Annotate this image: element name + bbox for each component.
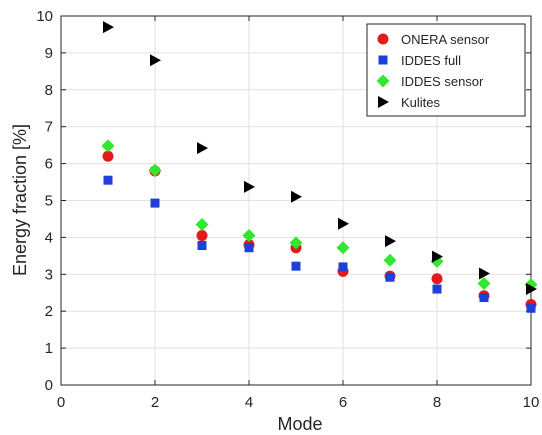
y-tick-label: 8	[45, 82, 53, 99]
series-onera-sensor	[102, 150, 537, 311]
data-point	[148, 163, 162, 177]
data-point	[479, 267, 490, 280]
data-point	[103, 175, 113, 185]
data-point	[385, 235, 396, 248]
data-point	[244, 243, 254, 253]
data-points	[101, 21, 538, 313]
legend-label: ONERA sensor	[401, 32, 490, 47]
data-point	[150, 54, 161, 67]
legend-label: IDDES full	[401, 53, 461, 68]
y-axis-label: Energy fraction [%]	[10, 124, 30, 276]
y-tick-label: 5	[45, 193, 53, 210]
data-point	[242, 229, 256, 243]
x-tick-label: 10	[523, 394, 540, 411]
data-point	[195, 217, 209, 231]
data-point	[479, 293, 489, 303]
data-point	[526, 283, 537, 296]
y-tick-label: 7	[45, 119, 53, 136]
data-point	[432, 250, 443, 263]
data-point	[385, 272, 395, 282]
data-point	[432, 284, 442, 294]
series-kulites	[103, 21, 537, 296]
data-point	[291, 261, 301, 271]
data-point	[289, 236, 303, 250]
y-tick-label: 1	[45, 340, 53, 357]
legend-marker	[376, 74, 390, 88]
legend-label: IDDES sensor	[401, 74, 484, 89]
legend-marker	[377, 33, 389, 45]
data-point	[338, 217, 349, 230]
y-tick-label: 6	[45, 156, 53, 173]
data-point	[150, 198, 160, 208]
legend-box	[366, 23, 526, 117]
data-point	[526, 303, 536, 313]
series-iddes-full	[103, 175, 536, 313]
data-point	[197, 142, 208, 155]
y-tick-label: 0	[45, 377, 53, 394]
data-point	[103, 21, 114, 34]
x-tick-label: 2	[151, 394, 159, 411]
data-point	[102, 150, 114, 162]
y-tick-label: 4	[45, 229, 53, 246]
y-tick-label: 9	[45, 45, 53, 62]
y-tick-label: 2	[45, 303, 53, 320]
data-point	[477, 277, 491, 291]
legend-marker	[378, 96, 389, 108]
legend: ONERA sensor IDDES full IDDES sensor Kulite…	[366, 23, 526, 117]
series-iddes-sensor	[101, 139, 538, 292]
data-point	[336, 241, 350, 255]
data-point	[197, 241, 207, 251]
data-point	[244, 180, 255, 193]
data-point	[291, 190, 302, 203]
y-tick-label: 3	[45, 266, 53, 283]
x-tick-label: 0	[57, 394, 65, 411]
legend-marker	[378, 55, 388, 65]
y-tick-label: 10	[36, 8, 53, 25]
x-tick-label: 6	[339, 394, 347, 411]
x-axis-label: Mode	[277, 414, 322, 434]
data-point	[338, 262, 348, 272]
ticks: 0 1 2 3 4 5 6 7 8 9 10 0 2 4 6 8 10	[36, 8, 539, 411]
data-point	[383, 253, 397, 267]
x-tick-label: 8	[433, 394, 441, 411]
data-point	[101, 139, 115, 153]
data-point	[431, 273, 443, 285]
data-point	[196, 230, 208, 242]
x-tick-label: 4	[245, 394, 253, 411]
legend-label: Kulites	[401, 95, 441, 110]
